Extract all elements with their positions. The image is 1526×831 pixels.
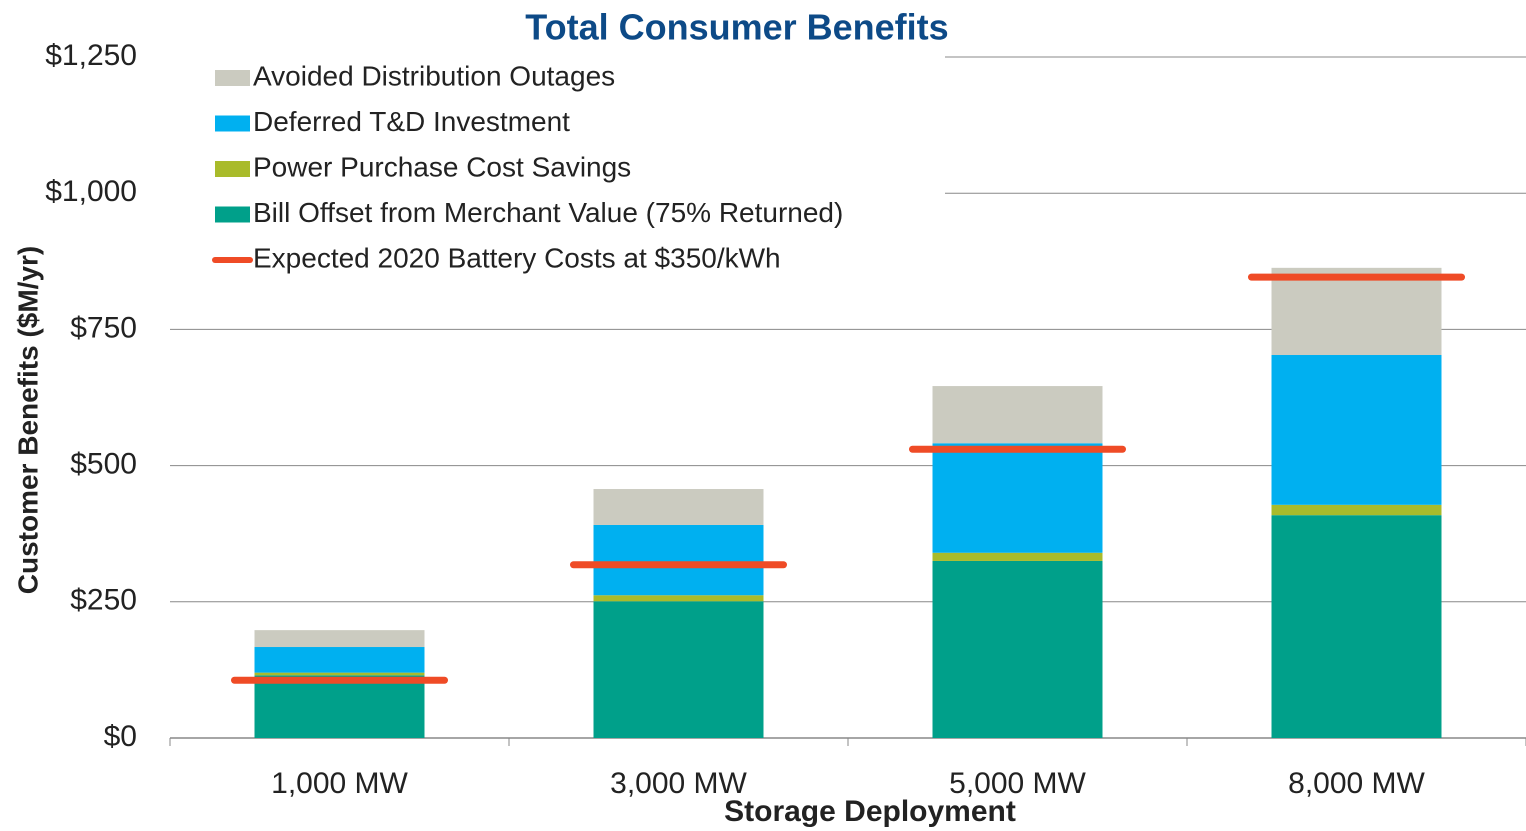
x-tick-label: 5,000 MW	[949, 767, 1086, 800]
bar-segment	[932, 552, 1103, 561]
y-tick-label: $1,000	[45, 175, 137, 208]
legend-label: Bill Offset from Merchant Value (75% Ret…	[253, 197, 843, 228]
x-tick-label: 3,000 MW	[610, 767, 747, 800]
y-tick-label: $250	[70, 584, 137, 617]
bar-segment	[932, 560, 1103, 738]
bar-segment	[1271, 515, 1442, 738]
x-tick-label: 1,000 MW	[271, 767, 408, 800]
bar-segment	[593, 601, 764, 738]
legend-box	[158, 55, 945, 283]
legend-label: Deferred T&D Investment	[253, 106, 570, 137]
bar-segment	[254, 647, 425, 673]
bar-segment	[1271, 355, 1442, 505]
bar-segment	[932, 386, 1103, 444]
legend-label: Avoided Distribution Outages	[253, 60, 615, 91]
x-tick-label: 8,000 MW	[1288, 767, 1425, 800]
bar-segment	[254, 630, 425, 648]
bar-segment	[932, 443, 1103, 553]
y-tick-label: $500	[70, 448, 137, 481]
legend-swatch	[215, 115, 250, 132]
bar-segment	[254, 672, 425, 676]
bar-segment	[593, 489, 764, 525]
chart-title: Total Consumer Benefits	[525, 7, 948, 48]
legend-swatch	[215, 161, 250, 177]
legend: Avoided Distribution Outages Deferred T&D…	[158, 55, 945, 283]
legend-swatch	[215, 206, 250, 223]
legend-label: Power Purchase Cost Savings	[253, 151, 631, 182]
legend-swatch	[215, 70, 250, 86]
bar-segment	[593, 524, 764, 596]
bar-segment	[593, 595, 764, 602]
y-tick-label: $750	[70, 311, 137, 344]
x-axis-label: Storage Deployment	[724, 795, 1016, 828]
bar-segment	[1271, 504, 1442, 516]
y-tick-label: $1,250	[45, 39, 137, 72]
y-tick-label: $0	[104, 720, 137, 753]
y-axis-label: Customer Benefits ($M/yr)	[12, 246, 43, 595]
bar-segment	[254, 675, 425, 738]
legend-label: Expected 2020 Battery Costs at $350/kWh	[253, 242, 781, 273]
bar-segment	[1271, 267, 1442, 356]
